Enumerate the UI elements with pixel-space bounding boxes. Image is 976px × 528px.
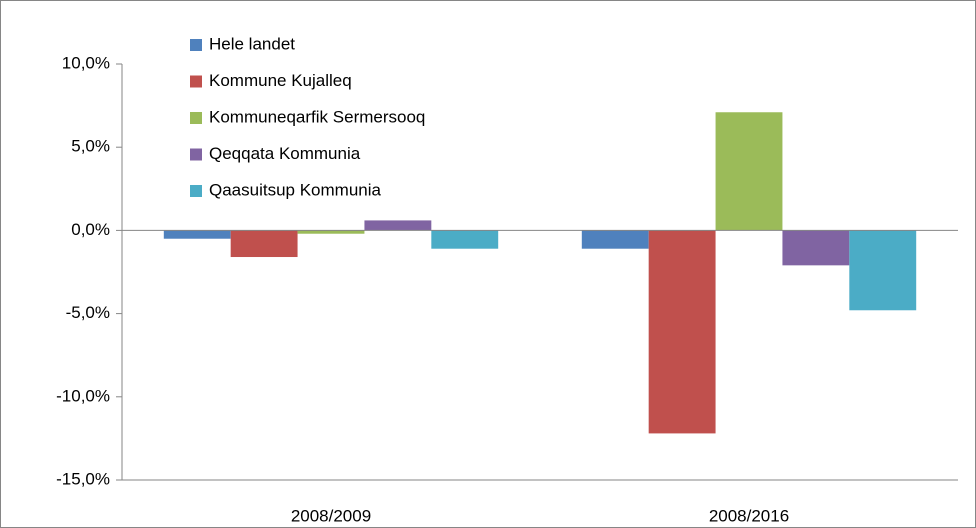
bar (581, 230, 649, 249)
y-tick-label: 0,0% (71, 220, 110, 239)
bar (648, 230, 716, 434)
y-tick-label: -10,0% (56, 386, 110, 405)
x-tick-label: 2008/2016 (709, 506, 789, 525)
bar (230, 230, 298, 258)
y-tick-label: -15,0% (56, 469, 110, 488)
legend-swatch (190, 112, 202, 124)
bar (297, 230, 365, 234)
x-tick-label: 2008/2009 (291, 506, 371, 525)
legend-swatch (190, 185, 202, 197)
bar (364, 220, 432, 231)
legend-swatch (190, 148, 202, 161)
legend-swatch (190, 75, 202, 88)
bar (163, 230, 231, 239)
legend-swatch (190, 39, 202, 51)
legend-label: Qeqqata Kommunia (209, 144, 361, 163)
bar (849, 230, 917, 311)
bar (715, 112, 783, 231)
legend-label: Hele landet (209, 34, 295, 53)
legend-label: Kommuneqarfik Sermersooq (209, 107, 425, 126)
bar (782, 230, 850, 266)
y-tick-label: 5,0% (71, 137, 110, 156)
legend-label: Kommune Kujalleq (209, 71, 352, 90)
y-tick-label: -5,0% (66, 303, 110, 322)
y-tick-label: 10,0% (62, 53, 110, 72)
bar (431, 230, 499, 249)
legend-label: Qaasuitsup Kommunia (209, 180, 382, 199)
